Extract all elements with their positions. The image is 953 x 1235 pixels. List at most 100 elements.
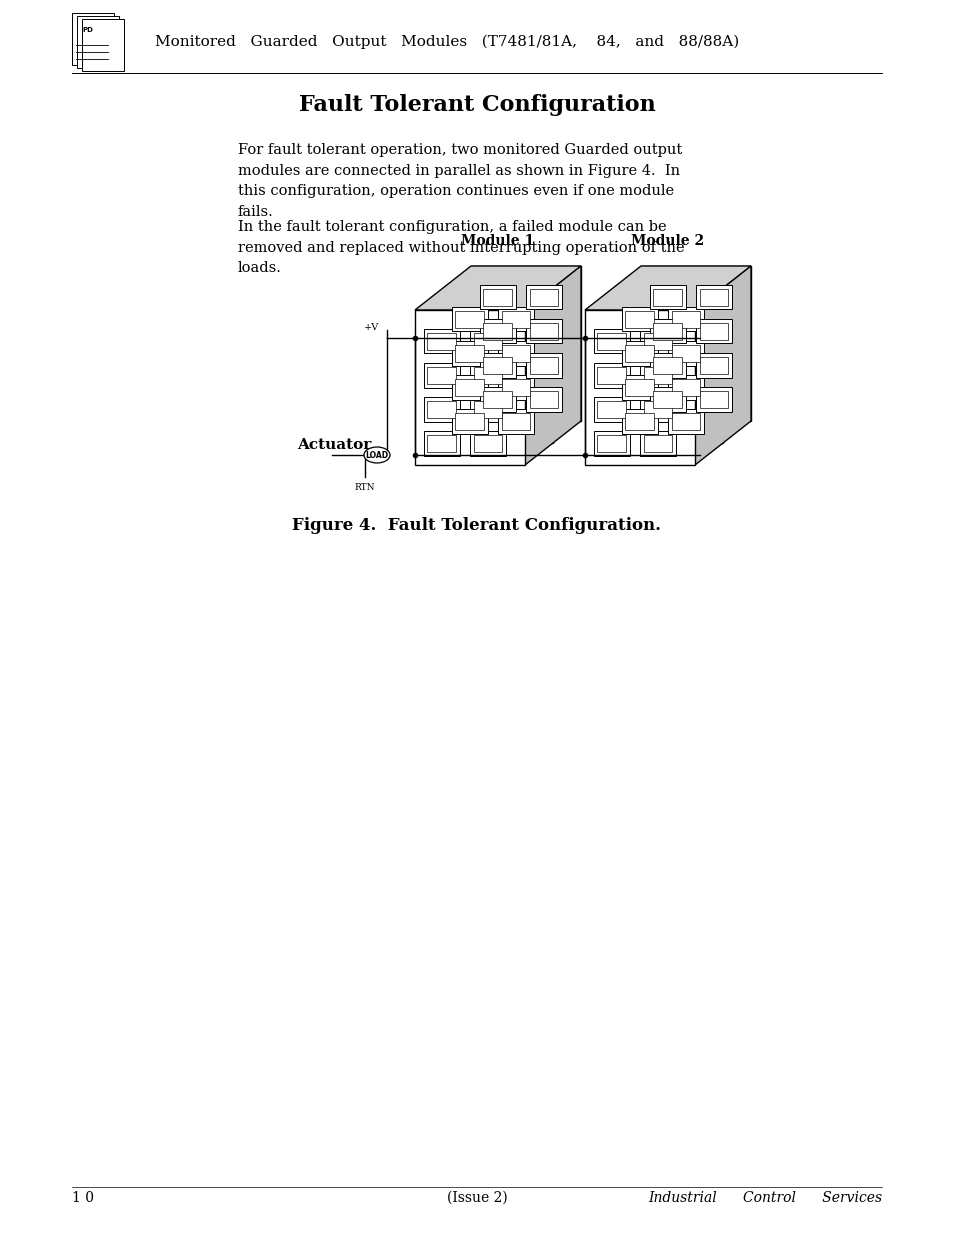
Bar: [667, 375, 703, 400]
Bar: [470, 396, 505, 421]
Bar: [497, 409, 534, 433]
Bar: [427, 400, 456, 417]
Bar: [455, 379, 483, 396]
Bar: [415, 310, 524, 466]
Ellipse shape: [364, 447, 390, 463]
Bar: [470, 363, 505, 388]
Text: RTN: RTN: [355, 483, 375, 492]
Bar: [501, 345, 530, 362]
Bar: [497, 306, 534, 331]
Bar: [597, 435, 625, 452]
Bar: [529, 289, 558, 306]
Text: (Issue 2): (Issue 2): [446, 1191, 507, 1205]
Text: For fault tolerant operation, two monitored Guarded output
modules are connected: For fault tolerant operation, two monito…: [237, 143, 681, 219]
Text: Module 2: Module 2: [631, 233, 704, 248]
Bar: [474, 332, 502, 350]
Bar: [625, 345, 654, 362]
Text: 1 0: 1 0: [71, 1191, 94, 1205]
Bar: [653, 357, 681, 374]
Bar: [529, 390, 558, 408]
Bar: [455, 310, 483, 327]
Bar: [699, 390, 727, 408]
Bar: [699, 322, 727, 340]
Bar: [525, 353, 561, 378]
Polygon shape: [584, 266, 750, 310]
Bar: [696, 319, 731, 343]
Text: LOAD: LOAD: [365, 451, 388, 459]
Text: +V: +V: [363, 324, 378, 332]
Bar: [639, 363, 676, 388]
Bar: [82, 19, 124, 70]
Bar: [696, 285, 731, 310]
Bar: [643, 400, 672, 417]
Bar: [640, 266, 750, 421]
Bar: [483, 289, 512, 306]
Bar: [597, 332, 625, 350]
Bar: [639, 396, 676, 421]
Bar: [696, 353, 731, 378]
Bar: [479, 285, 516, 310]
Bar: [649, 319, 685, 343]
Bar: [452, 409, 487, 433]
Bar: [593, 396, 629, 421]
Bar: [529, 357, 558, 374]
Text: Actuator: Actuator: [296, 438, 371, 452]
Bar: [529, 322, 558, 340]
Bar: [452, 341, 487, 366]
Bar: [653, 390, 681, 408]
Bar: [71, 14, 113, 65]
Bar: [470, 431, 505, 456]
Bar: [593, 329, 629, 353]
Bar: [671, 379, 700, 396]
Bar: [671, 412, 700, 430]
Polygon shape: [415, 266, 580, 310]
Bar: [699, 357, 727, 374]
Bar: [671, 310, 700, 327]
Bar: [621, 375, 658, 400]
Bar: [525, 319, 561, 343]
Bar: [525, 387, 561, 411]
Bar: [452, 306, 487, 331]
Bar: [497, 375, 534, 400]
Bar: [427, 367, 456, 384]
Bar: [479, 319, 516, 343]
Bar: [427, 435, 456, 452]
Bar: [470, 329, 505, 353]
Bar: [479, 353, 516, 378]
Bar: [653, 322, 681, 340]
Text: Industrial      Control      Services: Industrial Control Services: [647, 1191, 882, 1205]
Bar: [643, 332, 672, 350]
Bar: [455, 345, 483, 362]
Bar: [621, 409, 658, 433]
Bar: [649, 387, 685, 411]
Bar: [442, 288, 553, 443]
Bar: [639, 431, 676, 456]
Bar: [474, 400, 502, 417]
Text: In the fault tolerant configuration, a failed module can be
removed and replaced: In the fault tolerant configuration, a f…: [237, 220, 684, 275]
Bar: [625, 379, 654, 396]
Bar: [621, 341, 658, 366]
Bar: [452, 375, 487, 400]
Bar: [625, 412, 654, 430]
Bar: [474, 435, 502, 452]
Bar: [667, 409, 703, 433]
Bar: [483, 357, 512, 374]
Bar: [423, 431, 459, 456]
Bar: [667, 341, 703, 366]
Bar: [423, 363, 459, 388]
Bar: [455, 412, 483, 430]
Polygon shape: [695, 266, 750, 466]
Bar: [613, 288, 722, 443]
Text: Fault Tolerant Configuration: Fault Tolerant Configuration: [298, 94, 655, 116]
Bar: [483, 322, 512, 340]
Bar: [649, 353, 685, 378]
Text: Figure 4.  Fault Tolerant Configuration.: Figure 4. Fault Tolerant Configuration.: [293, 516, 660, 534]
Bar: [483, 390, 512, 408]
Bar: [423, 396, 459, 421]
Bar: [584, 310, 695, 466]
Bar: [427, 332, 456, 350]
Bar: [649, 285, 685, 310]
Bar: [653, 289, 681, 306]
Bar: [474, 367, 502, 384]
Bar: [696, 387, 731, 411]
